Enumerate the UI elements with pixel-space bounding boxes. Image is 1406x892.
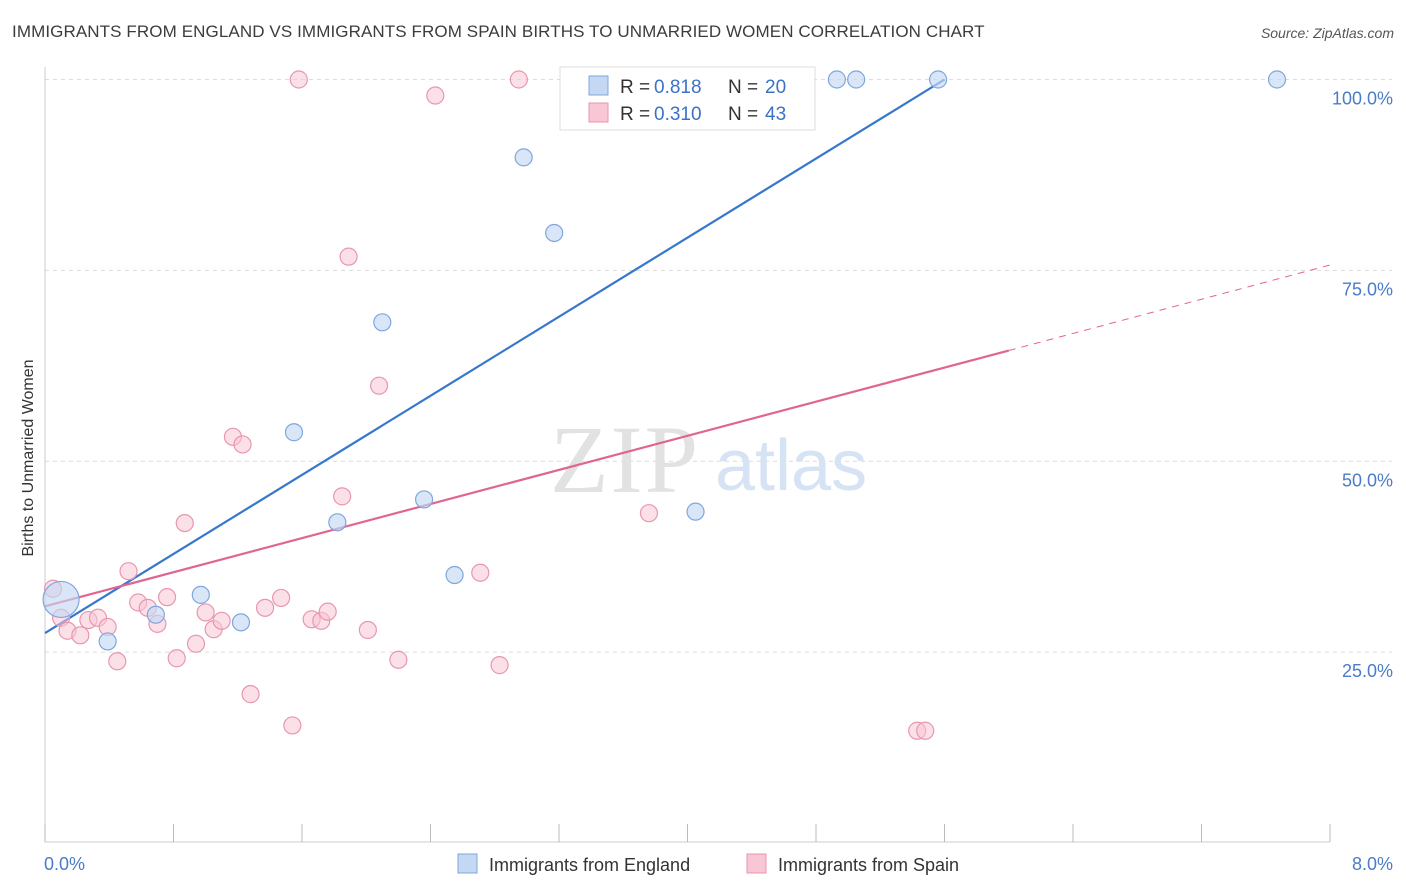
england-point <box>686 502 705 521</box>
england-point <box>284 423 304 442</box>
spain-point <box>426 86 445 105</box>
spain-point <box>233 435 252 454</box>
spain-point <box>289 70 308 89</box>
spain-point <box>119 562 138 581</box>
bottom-legend-spain-label: Immigrants from Spain <box>778 855 959 875</box>
y-tick-label: 50.0% <box>1342 470 1393 490</box>
trend-lines <box>44 78 1331 634</box>
spain-point <box>212 611 231 630</box>
england-point <box>146 605 165 624</box>
spain-trend-line <box>44 349 1010 608</box>
watermark-zip: ZIP <box>550 406 700 513</box>
spain-point <box>272 588 291 608</box>
england-point <box>191 585 210 604</box>
data-points <box>42 70 1287 740</box>
spain-point <box>167 649 186 668</box>
legend-spain-r-value: 0.310 <box>654 104 702 125</box>
legend-england-n-label: N = <box>728 77 758 98</box>
axes <box>44 67 1331 843</box>
england-point <box>545 223 564 243</box>
bottom-legend-england-label: Immigrants from England <box>489 855 690 875</box>
spain-trend-extension <box>1008 264 1331 352</box>
x-tick-label-min: 0.0% <box>44 854 85 874</box>
spain-point <box>370 376 389 395</box>
chart-title: IMMIGRANTS FROM ENGLAND VS IMMIGRANTS FR… <box>12 22 985 41</box>
bottom-legend: Immigrants from England Immigrants from … <box>457 853 959 875</box>
england-point <box>373 313 392 332</box>
england-trend-line <box>44 78 946 634</box>
england-point <box>414 490 434 509</box>
england-point <box>42 580 80 619</box>
spain-point <box>333 487 352 506</box>
spain-point <box>71 626 90 645</box>
spain-point <box>108 652 127 671</box>
legend-england-r-value: 0.818 <box>654 77 702 98</box>
y-tick-label: 100.0% <box>1332 89 1393 109</box>
spain-point <box>509 70 528 89</box>
england-point <box>445 565 464 585</box>
x-tick-label-max: 8.0% <box>1352 854 1393 874</box>
spain-point <box>186 634 206 653</box>
spain-point <box>389 650 408 669</box>
legend-spain-n-value: 43 <box>765 104 786 125</box>
spain-point <box>196 603 215 622</box>
spain-point <box>241 685 260 704</box>
england-point <box>827 70 846 89</box>
spain-point <box>283 716 302 735</box>
spain-point <box>916 721 935 740</box>
watermark-atlas: atlas <box>715 426 867 506</box>
legend-england-n-value: 20 <box>765 77 786 98</box>
spain-point <box>157 588 177 607</box>
spain-point <box>255 598 275 617</box>
bottom-legend-swatch-spain <box>746 853 767 874</box>
england-point <box>231 613 251 632</box>
legend-swatch-spain <box>588 102 609 123</box>
england-point <box>328 513 347 532</box>
legend-swatch-england <box>588 75 609 96</box>
spain-point <box>175 513 194 533</box>
legend-box: R = 0.818 N = 20 R = 0.310 N = 43 <box>559 66 816 131</box>
spain-point <box>318 602 337 621</box>
bottom-legend-swatch-england <box>457 853 478 874</box>
england-point <box>514 148 533 167</box>
spain-point <box>639 504 659 523</box>
y-tick-label: 25.0% <box>1342 661 1393 681</box>
legend-spain-n-label: N = <box>728 104 758 125</box>
england-point <box>928 70 948 89</box>
spain-point <box>490 656 509 675</box>
y-tick-labels: 25.0% 50.0% 75.0% 100.0% <box>1332 89 1393 682</box>
legend-spain-r-label: R = <box>620 104 650 125</box>
england-point <box>98 632 117 651</box>
legend-england-r-label: R = <box>620 77 650 98</box>
england-point <box>847 70 866 89</box>
spain-point <box>358 620 377 640</box>
y-tick-label: 75.0% <box>1342 279 1393 299</box>
spain-point <box>471 563 490 582</box>
england-point <box>1267 70 1287 89</box>
gridlines <box>45 79 1392 653</box>
source-label: Source: ZipAtlas.com <box>1260 25 1394 41</box>
watermark: ZIP atlas <box>550 406 867 513</box>
spain-point <box>339 247 358 266</box>
y-axis-title: Births to Unmarried Women <box>20 359 37 556</box>
